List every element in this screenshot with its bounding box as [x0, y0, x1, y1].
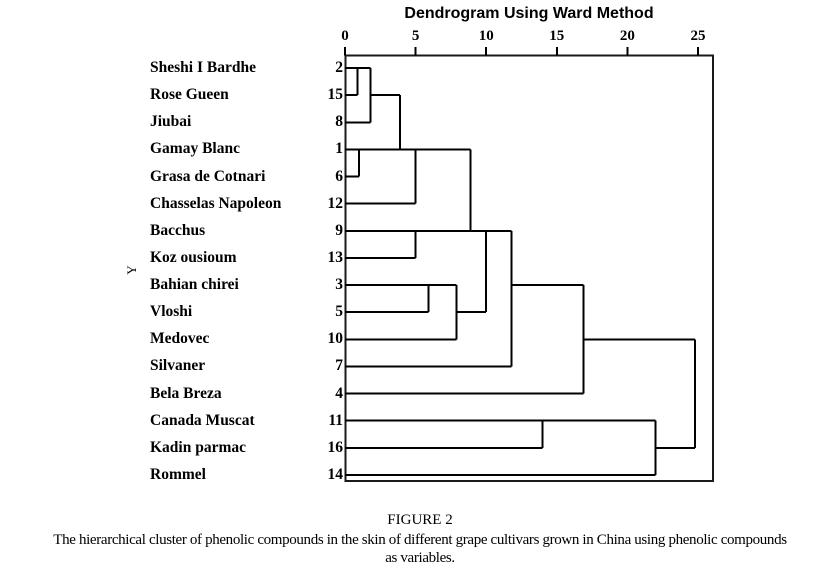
leaf-number: 8 — [335, 113, 343, 131]
leaf-label: Rose Gueen — [150, 86, 229, 104]
leaf-label: Bacchus — [150, 221, 206, 239]
leaf-label: Bahian chirei — [150, 276, 239, 294]
leaf-number: 2 — [335, 59, 343, 76]
leaf-label: Sheshi I Bardhe — [150, 59, 256, 76]
dendrogram-plot — [344, 47, 714, 482]
leaf-label: Canada Muscat — [150, 411, 255, 429]
leaf-number: 12 — [327, 194, 344, 212]
leaf-number: 16 — [327, 438, 344, 456]
leaf-label: Vloshi — [150, 303, 193, 321]
x-axis-tick-label: 0 — [341, 28, 349, 44]
leaf-label: Medovec — [150, 330, 210, 348]
leaf-number: 14 — [327, 465, 344, 483]
leaf-label: Silvaner — [150, 357, 206, 375]
figure-caption: FIGURE 2 The hierarchical cluster of phe… — [0, 512, 840, 567]
x-axis-tick-label: 20 — [619, 28, 635, 44]
leaf-label: Chasselas Napoleon — [150, 194, 282, 212]
leaf-label: Gamay Blanc — [150, 140, 240, 158]
leaf-number: 7 — [335, 357, 343, 375]
figure-label: FIGURE 2 — [387, 512, 453, 528]
leaf-number: 5 — [335, 303, 343, 321]
x-axis-tick-label: 5 — [411, 28, 420, 44]
x-axis-tick-label: 25 — [690, 28, 706, 44]
leaf-label: Kadin parmac — [150, 438, 247, 456]
chart-title: Dendrogram Using Ward Method — [404, 5, 654, 22]
caption-line-2: as variables. — [385, 550, 455, 566]
caption-line-1: The hierarchical cluster of phenolic com… — [53, 532, 787, 548]
leaf-number: 15 — [327, 86, 344, 104]
y-axis-label: Y — [124, 265, 139, 275]
leaf-number: 1 — [335, 140, 343, 158]
leaf-label: Jiubai — [150, 113, 192, 131]
leaf-number: 4 — [335, 384, 343, 402]
leaf-label: Koz ousioum — [150, 248, 237, 266]
plot-frame — [344, 54, 714, 482]
leaf-label: Rommel — [150, 465, 206, 483]
x-axis-tick-label: 10 — [478, 28, 494, 44]
leaf-label: Bela Breza — [150, 384, 222, 402]
leaf-number: 6 — [335, 167, 343, 185]
leaf-number: 3 — [335, 276, 343, 294]
leaf-number: 9 — [335, 221, 343, 239]
leaf-label: Grasa de Cotnari — [150, 167, 266, 185]
x-axis-tick-label: 15 — [549, 28, 565, 44]
leaf-number: 11 — [328, 411, 343, 429]
leaf-number: 13 — [327, 248, 344, 266]
leaf-number: 10 — [327, 330, 344, 348]
